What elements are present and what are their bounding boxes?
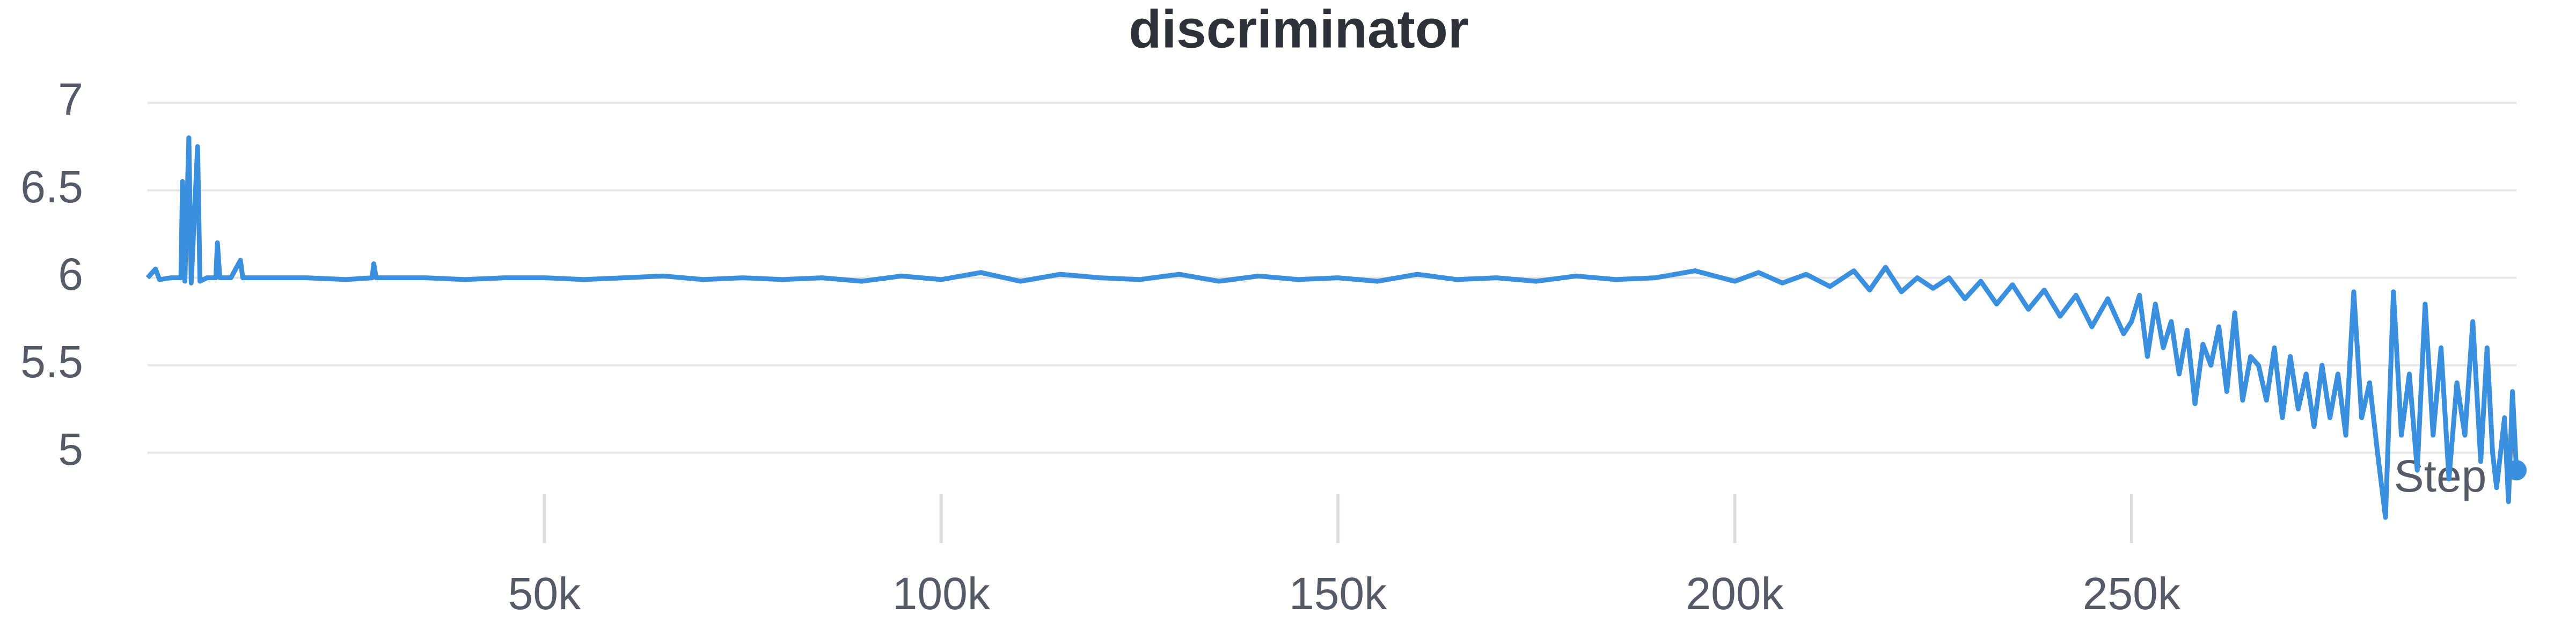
y-tick-label: 5 bbox=[58, 424, 83, 474]
y-tick-label: 6.5 bbox=[20, 162, 83, 212]
x-tick-label: 200k bbox=[1686, 568, 1784, 619]
x-axis-label: Step bbox=[2394, 451, 2487, 501]
x-tick-label: 50k bbox=[508, 568, 581, 619]
chart-title: discriminator bbox=[1129, 0, 1469, 59]
end-point bbox=[2506, 460, 2527, 481]
data-line bbox=[145, 135, 2519, 520]
x-tick-label: 100k bbox=[892, 568, 991, 619]
x-tick-label: 150k bbox=[1289, 568, 1387, 619]
y-tick-label: 6 bbox=[58, 249, 83, 299]
x-tick-label: 250k bbox=[2083, 568, 2181, 619]
y-tick-label: 7 bbox=[58, 74, 83, 125]
y-tick-label: 5.5 bbox=[20, 336, 83, 387]
